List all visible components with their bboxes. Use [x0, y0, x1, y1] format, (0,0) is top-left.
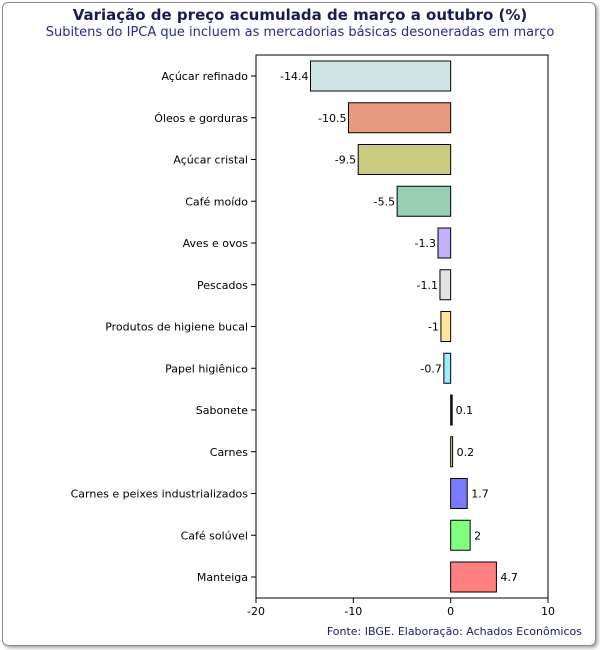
value-label: -0.7 — [420, 362, 441, 375]
bar — [347, 102, 452, 134]
category-label: Carnes e peixes industrializados — [71, 488, 249, 501]
value-label: 0.2 — [457, 446, 475, 459]
value-label: 4.7 — [500, 571, 518, 584]
value-label: -14.4 — [280, 70, 308, 83]
value-label: -9.5 — [335, 154, 356, 167]
category-label: Produtos de higiene bucal — [105, 321, 248, 334]
bars-layer: -14.4 -10.5 -9.5 -5.5 -1.3 -1.1 -1 -0.7 0.1 0.2 1.… — [280, 60, 518, 593]
category-label: Pescados — [197, 279, 248, 292]
category-label: Sabonete — [196, 404, 248, 417]
plot-area — [255, 54, 549, 599]
category-label: Açúcar refinado — [161, 70, 248, 83]
category-label: Manteiga — [197, 571, 248, 584]
bar — [440, 311, 452, 342]
category-label: Café solúvel — [181, 529, 248, 542]
value-label: 1.7 — [471, 488, 489, 501]
x-axis: Açúcar refinado Óleos e gorduras Açúcar cr… — [71, 70, 555, 618]
value-label: -10.5 — [318, 112, 346, 125]
x-tick-label: -20 — [247, 605, 265, 618]
x-tick-label: 0 — [447, 605, 454, 618]
value-label: -1.3 — [415, 237, 436, 250]
bar — [396, 185, 452, 217]
value-label: -1 — [428, 321, 439, 334]
bar — [450, 519, 471, 551]
value-label: 0.1 — [456, 404, 474, 417]
x-tick-label: -10 — [344, 605, 362, 618]
category-label: Carnes — [210, 446, 248, 459]
value-label: -5.5 — [374, 195, 395, 208]
category-label: Papel higiênico — [165, 362, 248, 375]
category-label: Açúcar cristal — [173, 154, 248, 167]
category-label: Café moído — [185, 195, 248, 208]
value-label: 2 — [474, 529, 481, 542]
bar — [439, 269, 452, 301]
bar — [437, 227, 452, 259]
value-label: -1.1 — [416, 279, 437, 292]
category-label: Óleos e gorduras — [154, 112, 248, 125]
chart-source: Fonte: IBGE. Elaboração: Achados Econômi… — [326, 625, 582, 638]
chart-subtitle: Subitens do IPCA que incluem as mercador… — [45, 25, 555, 40]
x-tick-label: 10 — [541, 605, 555, 618]
bar — [450, 478, 468, 509]
chart-title: Variação de preço acumulada de março a o… — [72, 6, 528, 24]
bar — [443, 352, 452, 384]
bar — [450, 561, 497, 593]
bar — [310, 60, 452, 92]
category-label: Aves e ovos — [183, 237, 249, 250]
bar — [450, 436, 454, 468]
bar — [357, 144, 452, 175]
bar — [450, 394, 453, 426]
